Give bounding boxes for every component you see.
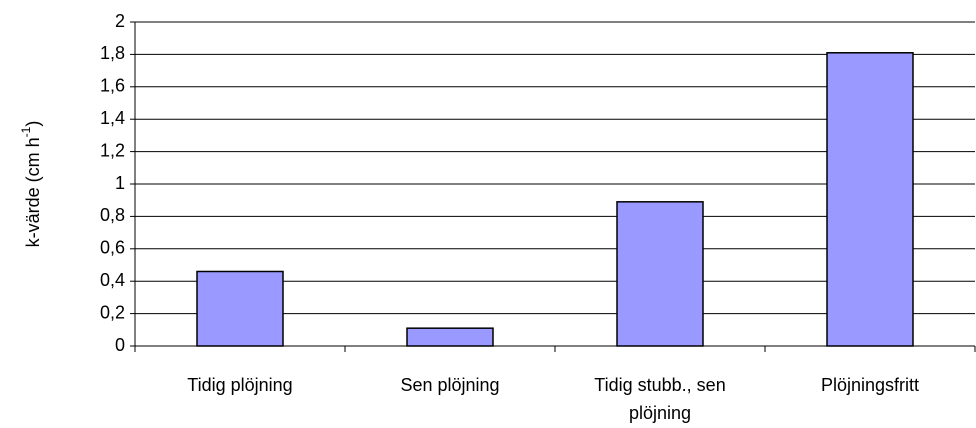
y-tick-label: 1,4 [100,108,125,128]
y-tick-label: 1 [115,173,125,193]
x-tick-label: Tidig stubb., sen plöjning [594,375,726,423]
bar [826,52,914,347]
x-tick-label: Plöjningsfritt [820,375,920,395]
y-tick-label: 2 [115,11,125,31]
y-tick-label: 0,4 [100,270,125,290]
y-tick-label: 0,8 [100,205,125,225]
y-tick-label: 1,8 [100,43,125,63]
y-tick-label: 0,6 [100,238,125,258]
y-axis-label-sup: -1 [19,126,33,137]
x-tick-label: Sen plöjning [400,375,500,395]
y-tick-label: 0 [115,335,125,355]
y-axis-label: k-värde (cm h-1) [19,121,43,248]
y-axis-label-main: k-värde (cm h [23,137,43,247]
y-axis-label-end: ) [23,121,43,127]
bar [406,327,494,347]
y-tick-label: 0,2 [100,302,125,322]
y-tick-label: 1,2 [100,140,125,160]
bar [196,270,284,347]
y-tick-label: 1,6 [100,76,125,96]
x-tick-label: Tidig plöjning [187,375,293,395]
bar [616,201,704,347]
